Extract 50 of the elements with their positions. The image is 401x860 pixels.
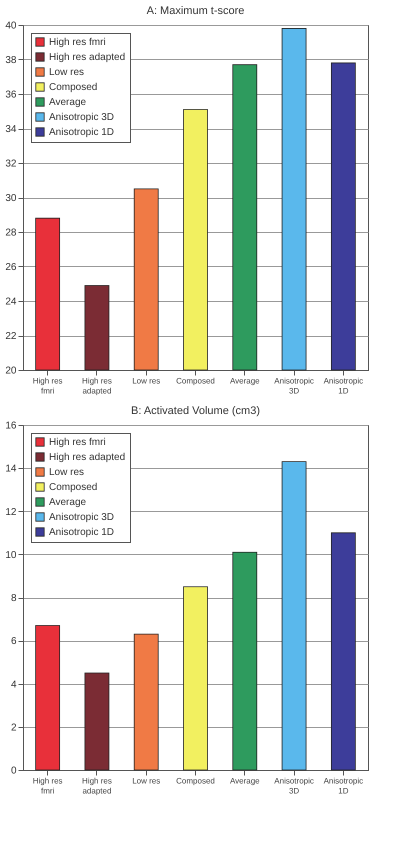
- x-tick-label: Anisotropic 1D: [324, 376, 364, 396]
- x-tick-label: Anisotropic 3D: [274, 776, 314, 796]
- x-tick-label: Composed: [176, 776, 215, 786]
- y-tick-label: 40: [5, 20, 17, 32]
- legend-label: Anisotropic 1D: [49, 127, 114, 138]
- y-tick-label: 36: [5, 90, 17, 100]
- y-tick-label: 26: [5, 262, 17, 273]
- y-tick-label: 14: [5, 464, 17, 475]
- y-tick-label: 24: [5, 296, 17, 308]
- chart-title: A: Maximum t-score: [146, 5, 244, 17]
- y-tick-label: 38: [5, 55, 17, 66]
- x-tick-label: High res fmri: [32, 776, 63, 796]
- chart-title: B: Activated Volume (cm3): [131, 405, 260, 417]
- x-tick-label: High res fmri: [32, 376, 63, 396]
- legend-label: Anisotropic 3D: [49, 512, 114, 523]
- y-tick-label: 2: [10, 722, 17, 734]
- y-tick-label: 4: [10, 679, 17, 690]
- x-tick-label: Composed: [176, 376, 215, 386]
- legend-label: Anisotropic 3D: [49, 112, 114, 123]
- legend-label: Composed: [49, 82, 98, 93]
- y-tick-label: 28: [5, 228, 17, 238]
- legend-label: Average: [49, 497, 87, 508]
- y-tick-label: 20: [5, 366, 17, 376]
- legend-label: Low res: [49, 467, 84, 478]
- y-tick-label: 22: [5, 331, 17, 342]
- x-tick-label: Anisotropic 3D: [274, 376, 314, 396]
- x-tick-label: Average: [230, 376, 260, 386]
- y-tick-label: 10: [5, 550, 17, 561]
- legend-label: High res fmri: [49, 37, 106, 48]
- y-tick-label: 34: [5, 124, 17, 135]
- x-tick-label: Low res: [132, 776, 160, 786]
- legend-label: High res adapted: [49, 52, 126, 63]
- legend-label: Low res: [49, 67, 84, 78]
- y-tick-label: 32: [5, 158, 17, 170]
- legend-label: High res fmri: [49, 437, 106, 448]
- y-tick-label: 30: [5, 193, 17, 204]
- legend-label: High res adapted: [49, 452, 126, 463]
- y-tick-label: 0: [10, 766, 17, 776]
- y-tick-label: 6: [10, 636, 17, 648]
- legend-label: Composed: [49, 482, 98, 493]
- x-tick-label: Low res: [132, 376, 160, 386]
- x-tick-label: High res adapted: [82, 376, 112, 396]
- x-tick-label: Anisotropic 1D: [324, 776, 364, 796]
- x-tick-label: Average: [230, 776, 260, 786]
- y-tick-label: 8: [10, 593, 17, 604]
- legend-label: Anisotropic 1D: [49, 527, 114, 538]
- y-tick-label: 12: [5, 506, 17, 518]
- y-tick-label: 16: [5, 420, 17, 432]
- x-tick-label: High res adapted: [82, 776, 112, 796]
- legend-label: Average: [49, 97, 87, 108]
